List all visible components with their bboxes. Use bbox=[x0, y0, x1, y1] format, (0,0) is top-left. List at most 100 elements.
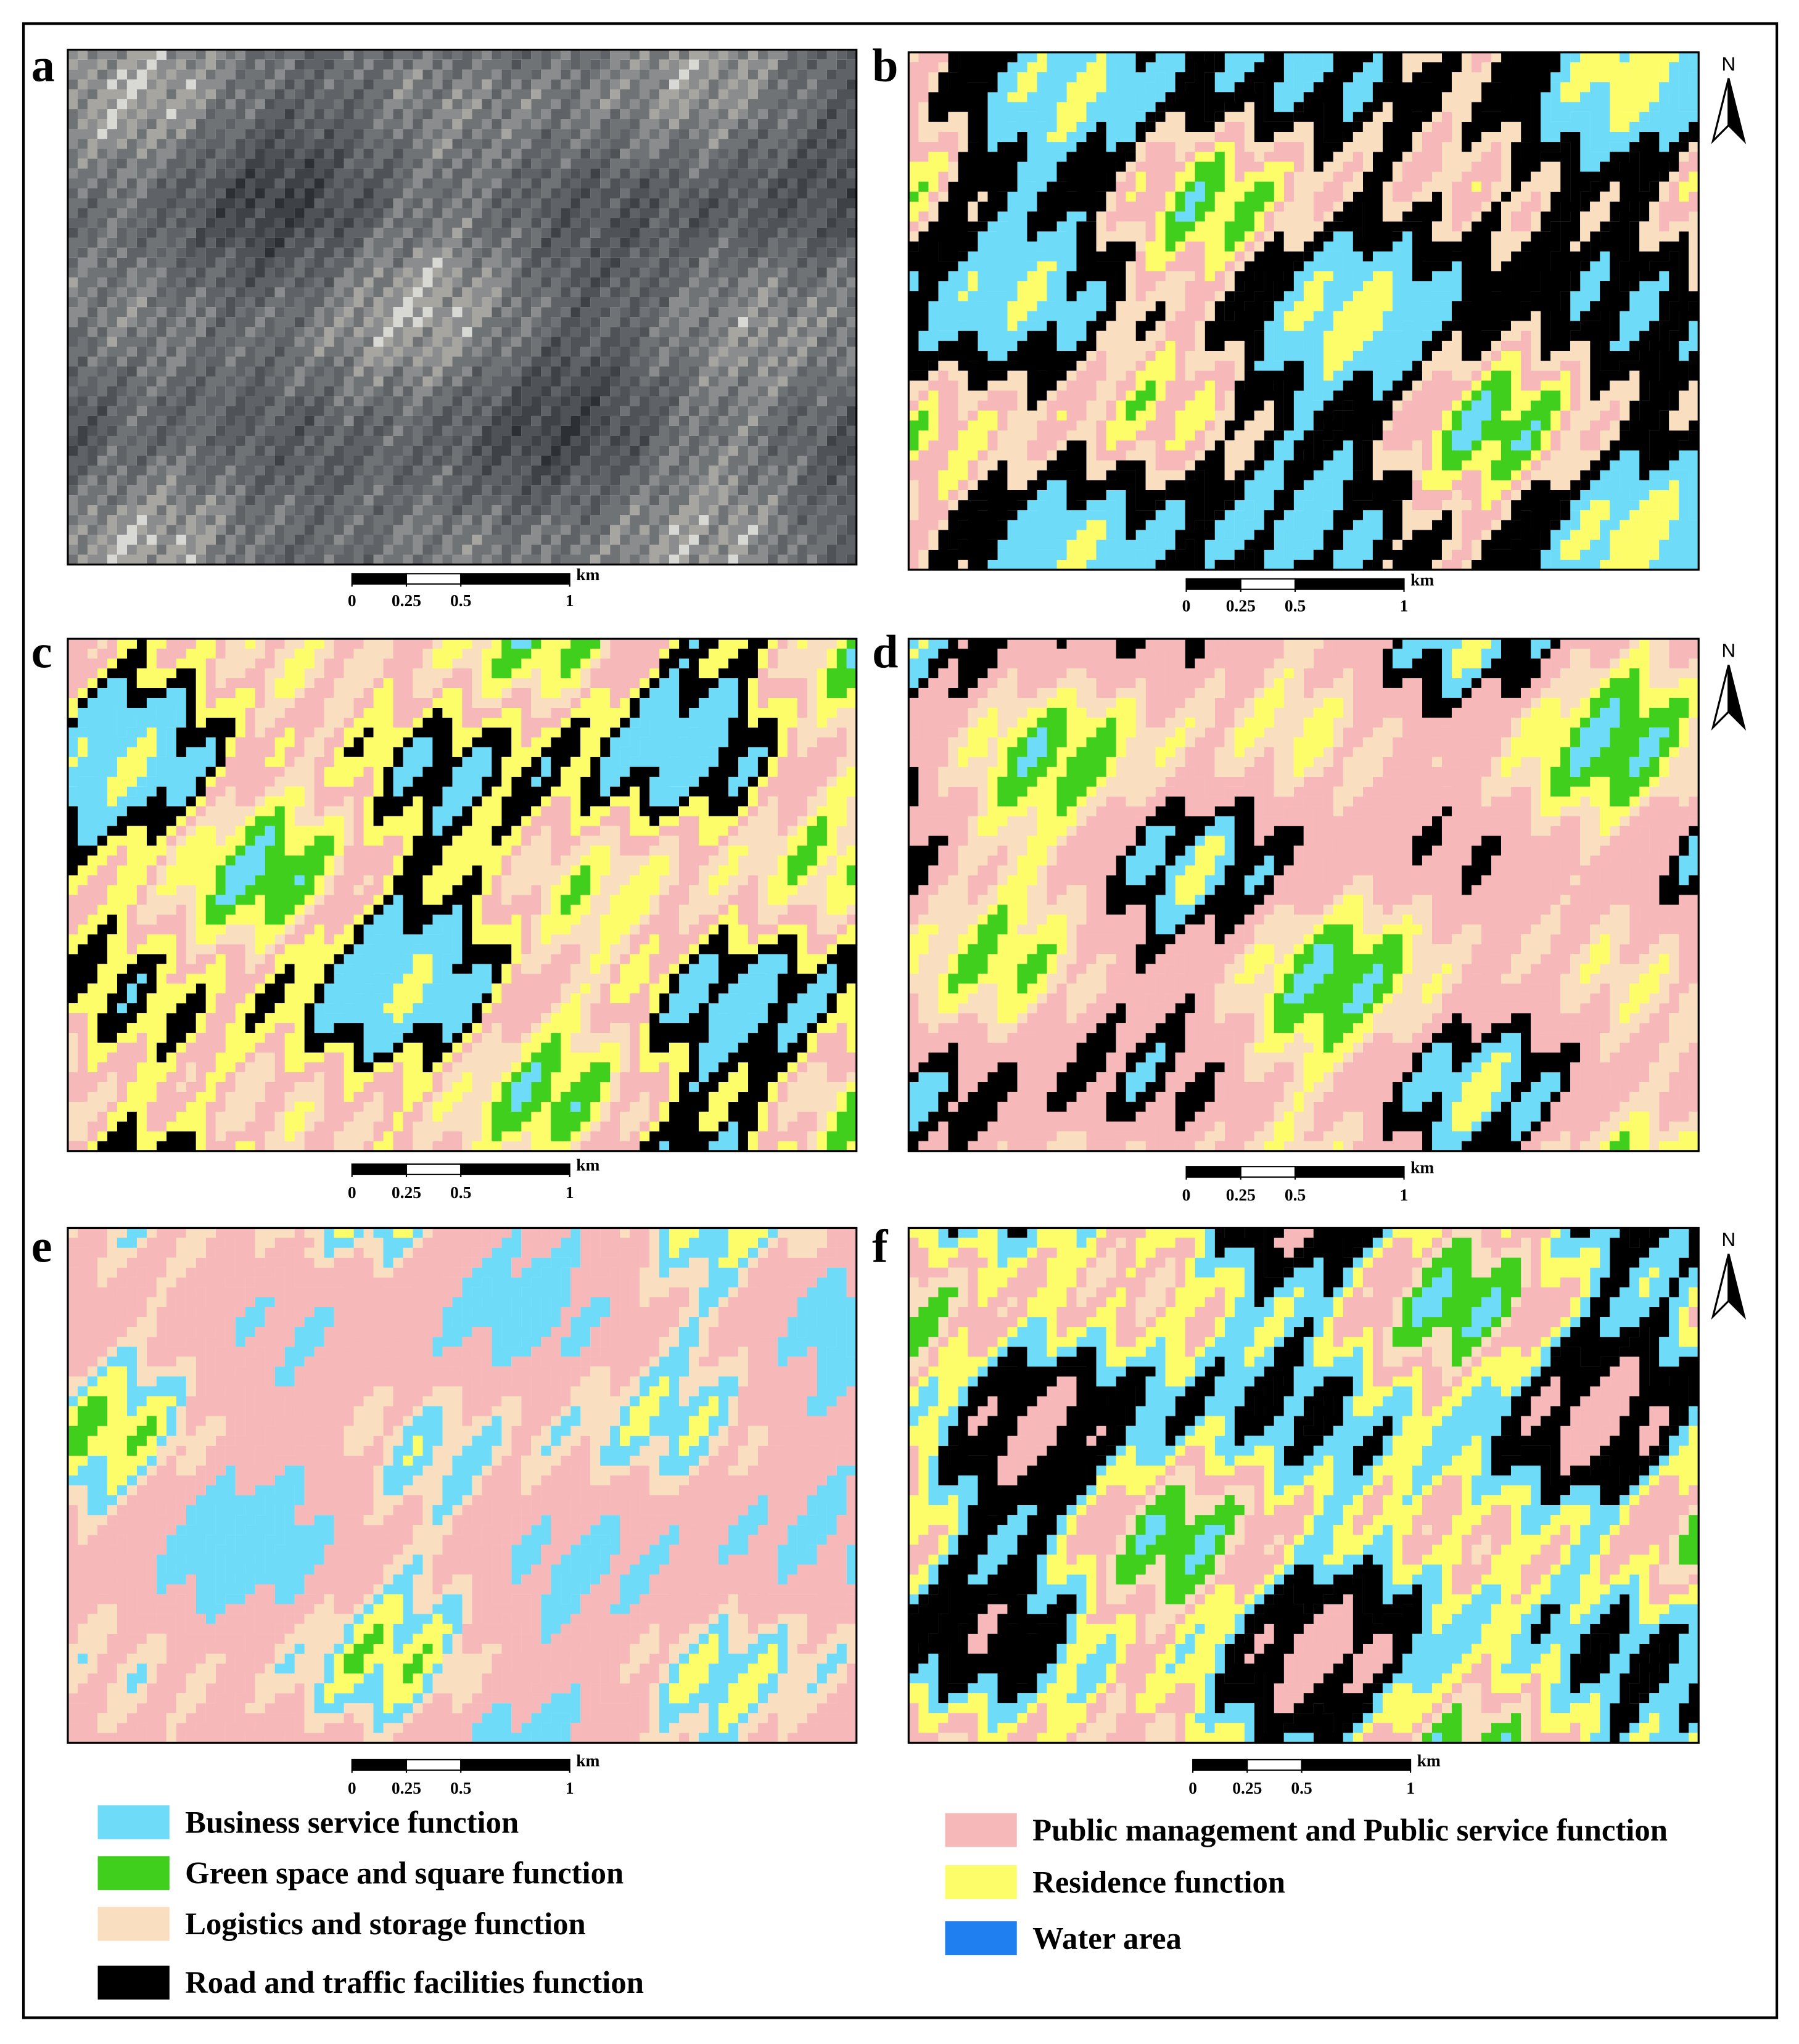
scale-bar-segment bbox=[1192, 1759, 1248, 1771]
scale-label: 0 bbox=[348, 1183, 356, 1202]
scale-bar-segment bbox=[1185, 578, 1241, 590]
scale-label: 0 bbox=[1182, 1186, 1191, 1204]
north-arrow bbox=[1711, 1254, 1730, 1320]
scale-bar-segment bbox=[405, 573, 462, 585]
scale-bar-segment bbox=[460, 1759, 570, 1771]
figure-border bbox=[22, 22, 1779, 2019]
scale-label: 1 bbox=[1406, 1779, 1415, 1797]
legend-label: Water area bbox=[1032, 1921, 1182, 1955]
scale-bar-segment bbox=[1185, 1166, 1241, 1178]
map-panel bbox=[907, 638, 1700, 1152]
scale-bar-segment bbox=[351, 573, 408, 585]
land-use-patch bbox=[156, 1228, 857, 1743]
scale-label: 1 bbox=[566, 1779, 574, 1797]
land-use-patch bbox=[67, 1396, 433, 1684]
satellite-texture bbox=[67, 79, 857, 496]
map-panel bbox=[67, 49, 858, 566]
map-panel bbox=[67, 638, 858, 1152]
scale-label: 0.5 bbox=[450, 1779, 471, 1797]
land-use-patch bbox=[67, 1228, 857, 1743]
scale-label: 0 bbox=[1188, 1779, 1197, 1797]
panel-label: a bbox=[31, 39, 55, 91]
scale-label: 0.25 bbox=[392, 1183, 421, 1202]
satellite-texture bbox=[97, 49, 758, 565]
scale-label: 0.5 bbox=[1291, 1779, 1312, 1797]
map-panel bbox=[907, 1226, 1700, 1744]
map-frame bbox=[907, 638, 1700, 1152]
scale-label: 0 bbox=[1182, 597, 1191, 615]
scale-unit: km bbox=[576, 565, 599, 584]
scale-label: 0.25 bbox=[1226, 597, 1256, 615]
land-use-patch bbox=[908, 1228, 1699, 1743]
legend-swatch bbox=[97, 1805, 170, 1839]
land-use-patch bbox=[1135, 1267, 1512, 1743]
satellite-texture bbox=[67, 49, 857, 565]
map-frame bbox=[67, 49, 858, 566]
map-frame bbox=[907, 1226, 1700, 1744]
map-frame bbox=[907, 51, 1700, 571]
legend-swatch bbox=[945, 1865, 1017, 1900]
north-label: N bbox=[1721, 1228, 1735, 1250]
north-label: N bbox=[1721, 639, 1735, 662]
scale-bar-segment bbox=[1240, 1166, 1296, 1178]
map-panel bbox=[67, 1226, 858, 1744]
land-use-patch bbox=[67, 707, 768, 1053]
scale-bar-segment bbox=[1301, 1759, 1412, 1771]
map-frame bbox=[67, 638, 858, 1152]
land-use-patch bbox=[908, 152, 1561, 480]
panel-label: f bbox=[872, 1220, 889, 1272]
north-label: N bbox=[1721, 52, 1735, 75]
land-use-patch bbox=[67, 1228, 847, 1743]
scale-unit: km bbox=[1410, 570, 1434, 589]
land-use-patch bbox=[67, 727, 433, 1024]
panel-label: d bbox=[872, 626, 898, 678]
north-arrow bbox=[1727, 1254, 1747, 1320]
scale-label: 0.25 bbox=[392, 1779, 421, 1797]
scale-unit: km bbox=[1410, 1159, 1434, 1177]
legend-label: Business service function bbox=[185, 1805, 519, 1839]
land-use-patch bbox=[1017, 697, 1669, 1014]
scale-bar-segment bbox=[1240, 578, 1296, 590]
legend-label: Road and traffic facilities function bbox=[185, 1965, 644, 2000]
legend-swatch bbox=[945, 1813, 1017, 1847]
land-use-patch bbox=[908, 639, 1699, 1151]
land-use-patch bbox=[67, 639, 857, 1151]
scale-label: 1 bbox=[566, 591, 574, 610]
north-arrow bbox=[1727, 664, 1747, 731]
scale-unit: km bbox=[576, 1751, 599, 1770]
scale-label: 0.25 bbox=[392, 591, 421, 610]
north-arrow bbox=[1711, 78, 1730, 144]
scale-bar-segment bbox=[351, 1163, 408, 1175]
map-frame bbox=[67, 1226, 858, 1744]
land-use-patch bbox=[1333, 52, 1669, 570]
scale-bar-segment bbox=[351, 1759, 408, 1771]
legend-swatch bbox=[97, 1907, 170, 1941]
land-use-patch bbox=[908, 52, 1699, 570]
north-arrow bbox=[1727, 78, 1747, 144]
land-use-patch bbox=[67, 639, 857, 1151]
scale-label: 0.25 bbox=[1232, 1779, 1262, 1797]
scale-unit: km bbox=[576, 1155, 599, 1174]
legend-label: Logistics and storage function bbox=[185, 1907, 586, 1941]
panel-label: c bbox=[31, 626, 52, 678]
land-use-patch bbox=[938, 52, 1699, 570]
legend-swatch bbox=[97, 1856, 170, 1890]
land-use-patch bbox=[908, 1228, 1689, 1733]
scale-label: 1 bbox=[566, 1183, 574, 1202]
scale-bar-segment bbox=[405, 1759, 462, 1771]
legend-label: Green space and square function bbox=[185, 1856, 624, 1890]
land-use-patch bbox=[1017, 1376, 1630, 1694]
legend-swatch bbox=[945, 1921, 1017, 1955]
scale-label: 0 bbox=[348, 1779, 356, 1797]
legend-label: Residence function bbox=[1032, 1865, 1285, 1899]
scale-bar-segment bbox=[405, 1163, 462, 1175]
scale-bar-segment bbox=[1294, 1166, 1405, 1178]
scale-label: 0.5 bbox=[450, 591, 471, 610]
scale-label: 0.5 bbox=[1285, 597, 1306, 615]
scale-label: 0.25 bbox=[1226, 1186, 1256, 1204]
scale-bar-segment bbox=[1246, 1759, 1303, 1771]
map-panel bbox=[907, 51, 1700, 571]
panel-label: e bbox=[31, 1220, 52, 1272]
scale-bar-segment bbox=[460, 573, 570, 585]
